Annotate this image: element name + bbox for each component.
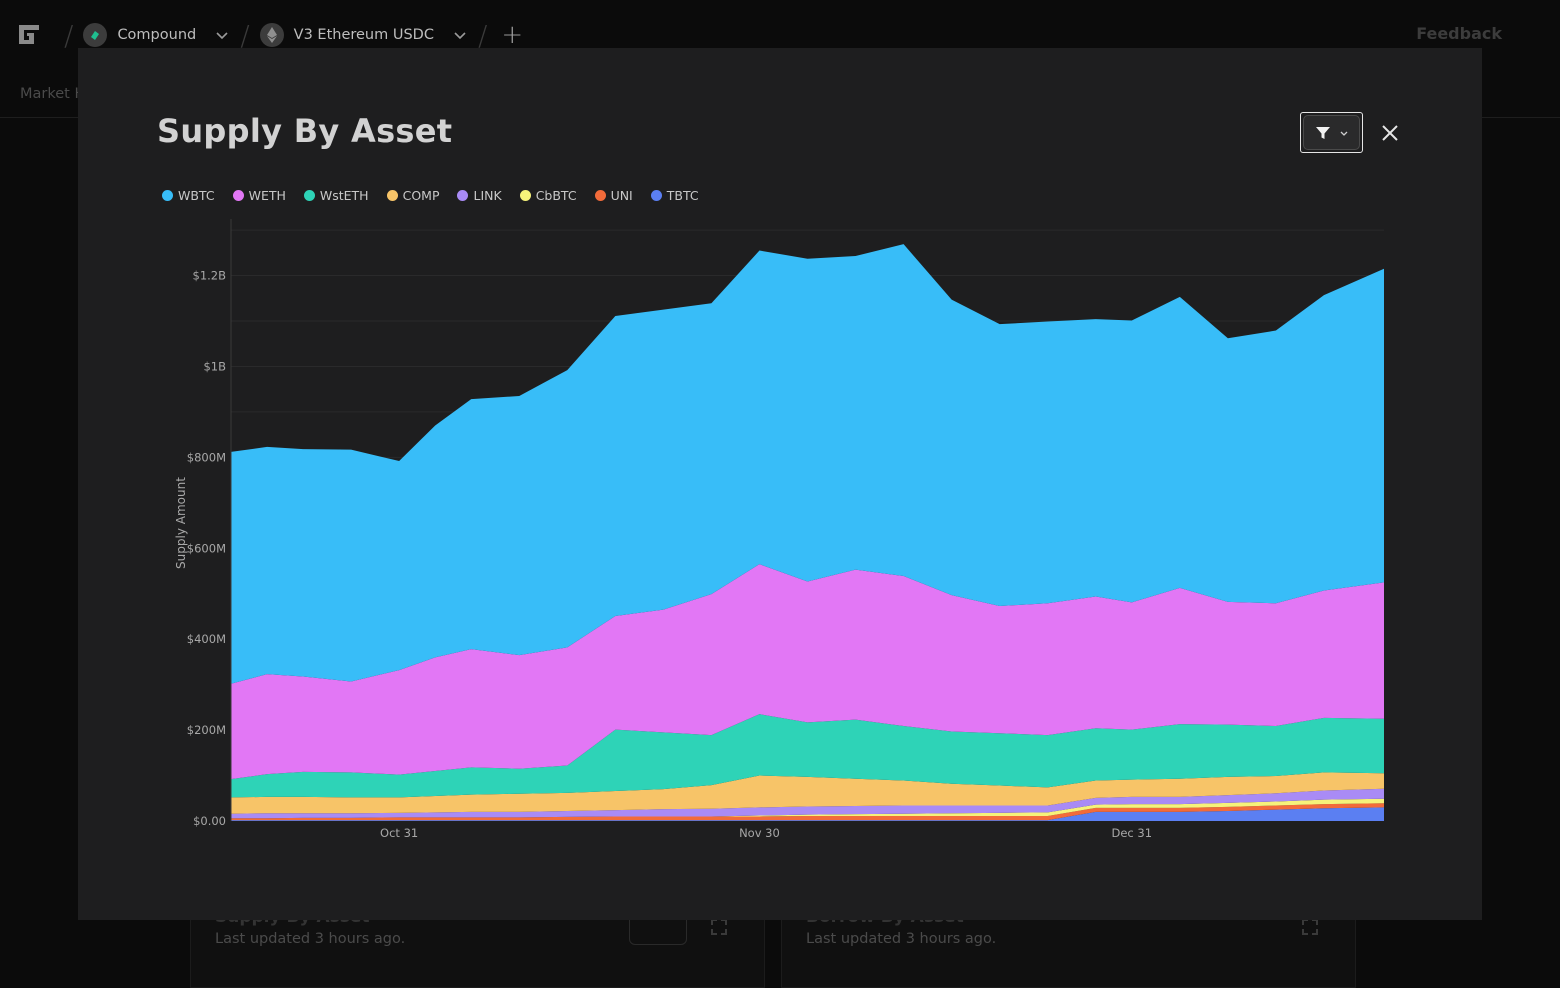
card-updated: Last updated 3 hours ago. — [806, 931, 997, 947]
protocol-label: Compound — [117, 27, 197, 43]
filter-button[interactable] — [1300, 112, 1363, 153]
legend-swatch — [594, 190, 606, 201]
x-tick-label: Oct 31 — [380, 826, 418, 840]
protocol-selector[interactable]: Compound — [83, 23, 230, 47]
legend-item-wbtc[interactable]: WBTC — [162, 188, 215, 203]
legend-label: TBTC — [666, 188, 699, 203]
tab-market-history[interactable]: Market H — [20, 86, 86, 102]
legend-swatch — [457, 190, 469, 201]
legend-item-cbbtc[interactable]: CbBTC — [519, 188, 577, 203]
legend-swatch — [303, 190, 315, 201]
area-uni — [231, 803, 1384, 821]
chevron-down-icon — [216, 32, 228, 40]
legend-label: UNI — [610, 188, 633, 203]
card-updated: Last updated 3 hours ago. — [215, 931, 406, 947]
legend-swatch — [650, 190, 662, 201]
legend-label: WstETH — [319, 188, 369, 203]
legend-label: WBTC — [178, 188, 215, 203]
y-tick-label: $600M — [187, 541, 226, 555]
legend-item-uni[interactable]: UNI — [594, 188, 633, 203]
y-tick-label: $400M — [187, 632, 226, 646]
chevron-down-icon — [1340, 131, 1347, 136]
feedback-button[interactable]: Feedback — [1416, 24, 1502, 43]
legend-label: LINK — [473, 188, 502, 203]
area-tbtc — [231, 807, 1384, 821]
legend-swatch — [519, 190, 531, 201]
legend-item-comp[interactable]: COMP — [386, 188, 440, 203]
x-tick-label: Nov 30 — [739, 826, 780, 840]
market-label: V3 Ethereum USDC — [293, 27, 434, 43]
expand-icon[interactable] — [711, 919, 727, 935]
market-selector[interactable]: V3 Ethereum USDC — [259, 23, 468, 47]
breadcrumb-divider: / — [477, 18, 488, 52]
chevron-down-icon — [454, 32, 466, 40]
top-bar: / Compound / V3 Ethereum USDC / + Feedba… — [0, 0, 1560, 70]
plus-icon[interactable]: + — [501, 20, 524, 50]
area-comp — [231, 772, 1384, 814]
legend-item-weth[interactable]: WETH — [232, 188, 286, 203]
area-weth — [231, 564, 1384, 780]
legend-item-tbtc[interactable]: TBTC — [650, 188, 699, 203]
x-tick-label: Dec 31 — [1112, 826, 1153, 840]
legend-item-wsteth[interactable]: WstETH — [303, 188, 369, 203]
y-tick-label: $800M — [187, 450, 226, 464]
area-wbtc — [231, 244, 1384, 684]
supply-area-chart: $0.00 $200M $400M $600M $800M $1B $1.2B Oct 31 N… — [174, 219, 1384, 840]
modal-title: Supply By Asset — [157, 112, 453, 150]
logo-icon[interactable] — [18, 24, 40, 46]
compound-coin-icon — [83, 23, 108, 47]
legend-label: WETH — [248, 188, 286, 203]
legend-label: COMP — [402, 188, 440, 203]
breadcrumb-divider: / — [64, 18, 74, 52]
legend-item-link[interactable]: LINK — [457, 188, 502, 203]
legend-label: CbBTC — [535, 188, 577, 203]
y-tick-label: $0.00 — [193, 814, 226, 828]
expand-icon[interactable] — [1302, 919, 1318, 935]
y-tick-label: $1B — [203, 359, 226, 373]
filter-icon — [1315, 126, 1330, 139]
ethereum-coin-icon — [259, 23, 284, 47]
close-button[interactable] — [1378, 121, 1402, 145]
y-tick-label: $200M — [187, 723, 226, 737]
y-axis-title: Supply Amount — [174, 477, 188, 569]
breadcrumb-divider: / — [240, 18, 250, 52]
area-wsteth — [231, 714, 1384, 798]
chart-legend: WBTC WETH WstETH COMP LINK CbBTC UNI TBTC — [162, 188, 699, 203]
area-link — [231, 788, 1384, 819]
legend-swatch — [162, 190, 173, 201]
y-tick-label: $1.2B — [193, 269, 227, 283]
legend-swatch — [386, 190, 398, 201]
close-icon — [1382, 125, 1398, 141]
legend-swatch — [232, 190, 244, 201]
